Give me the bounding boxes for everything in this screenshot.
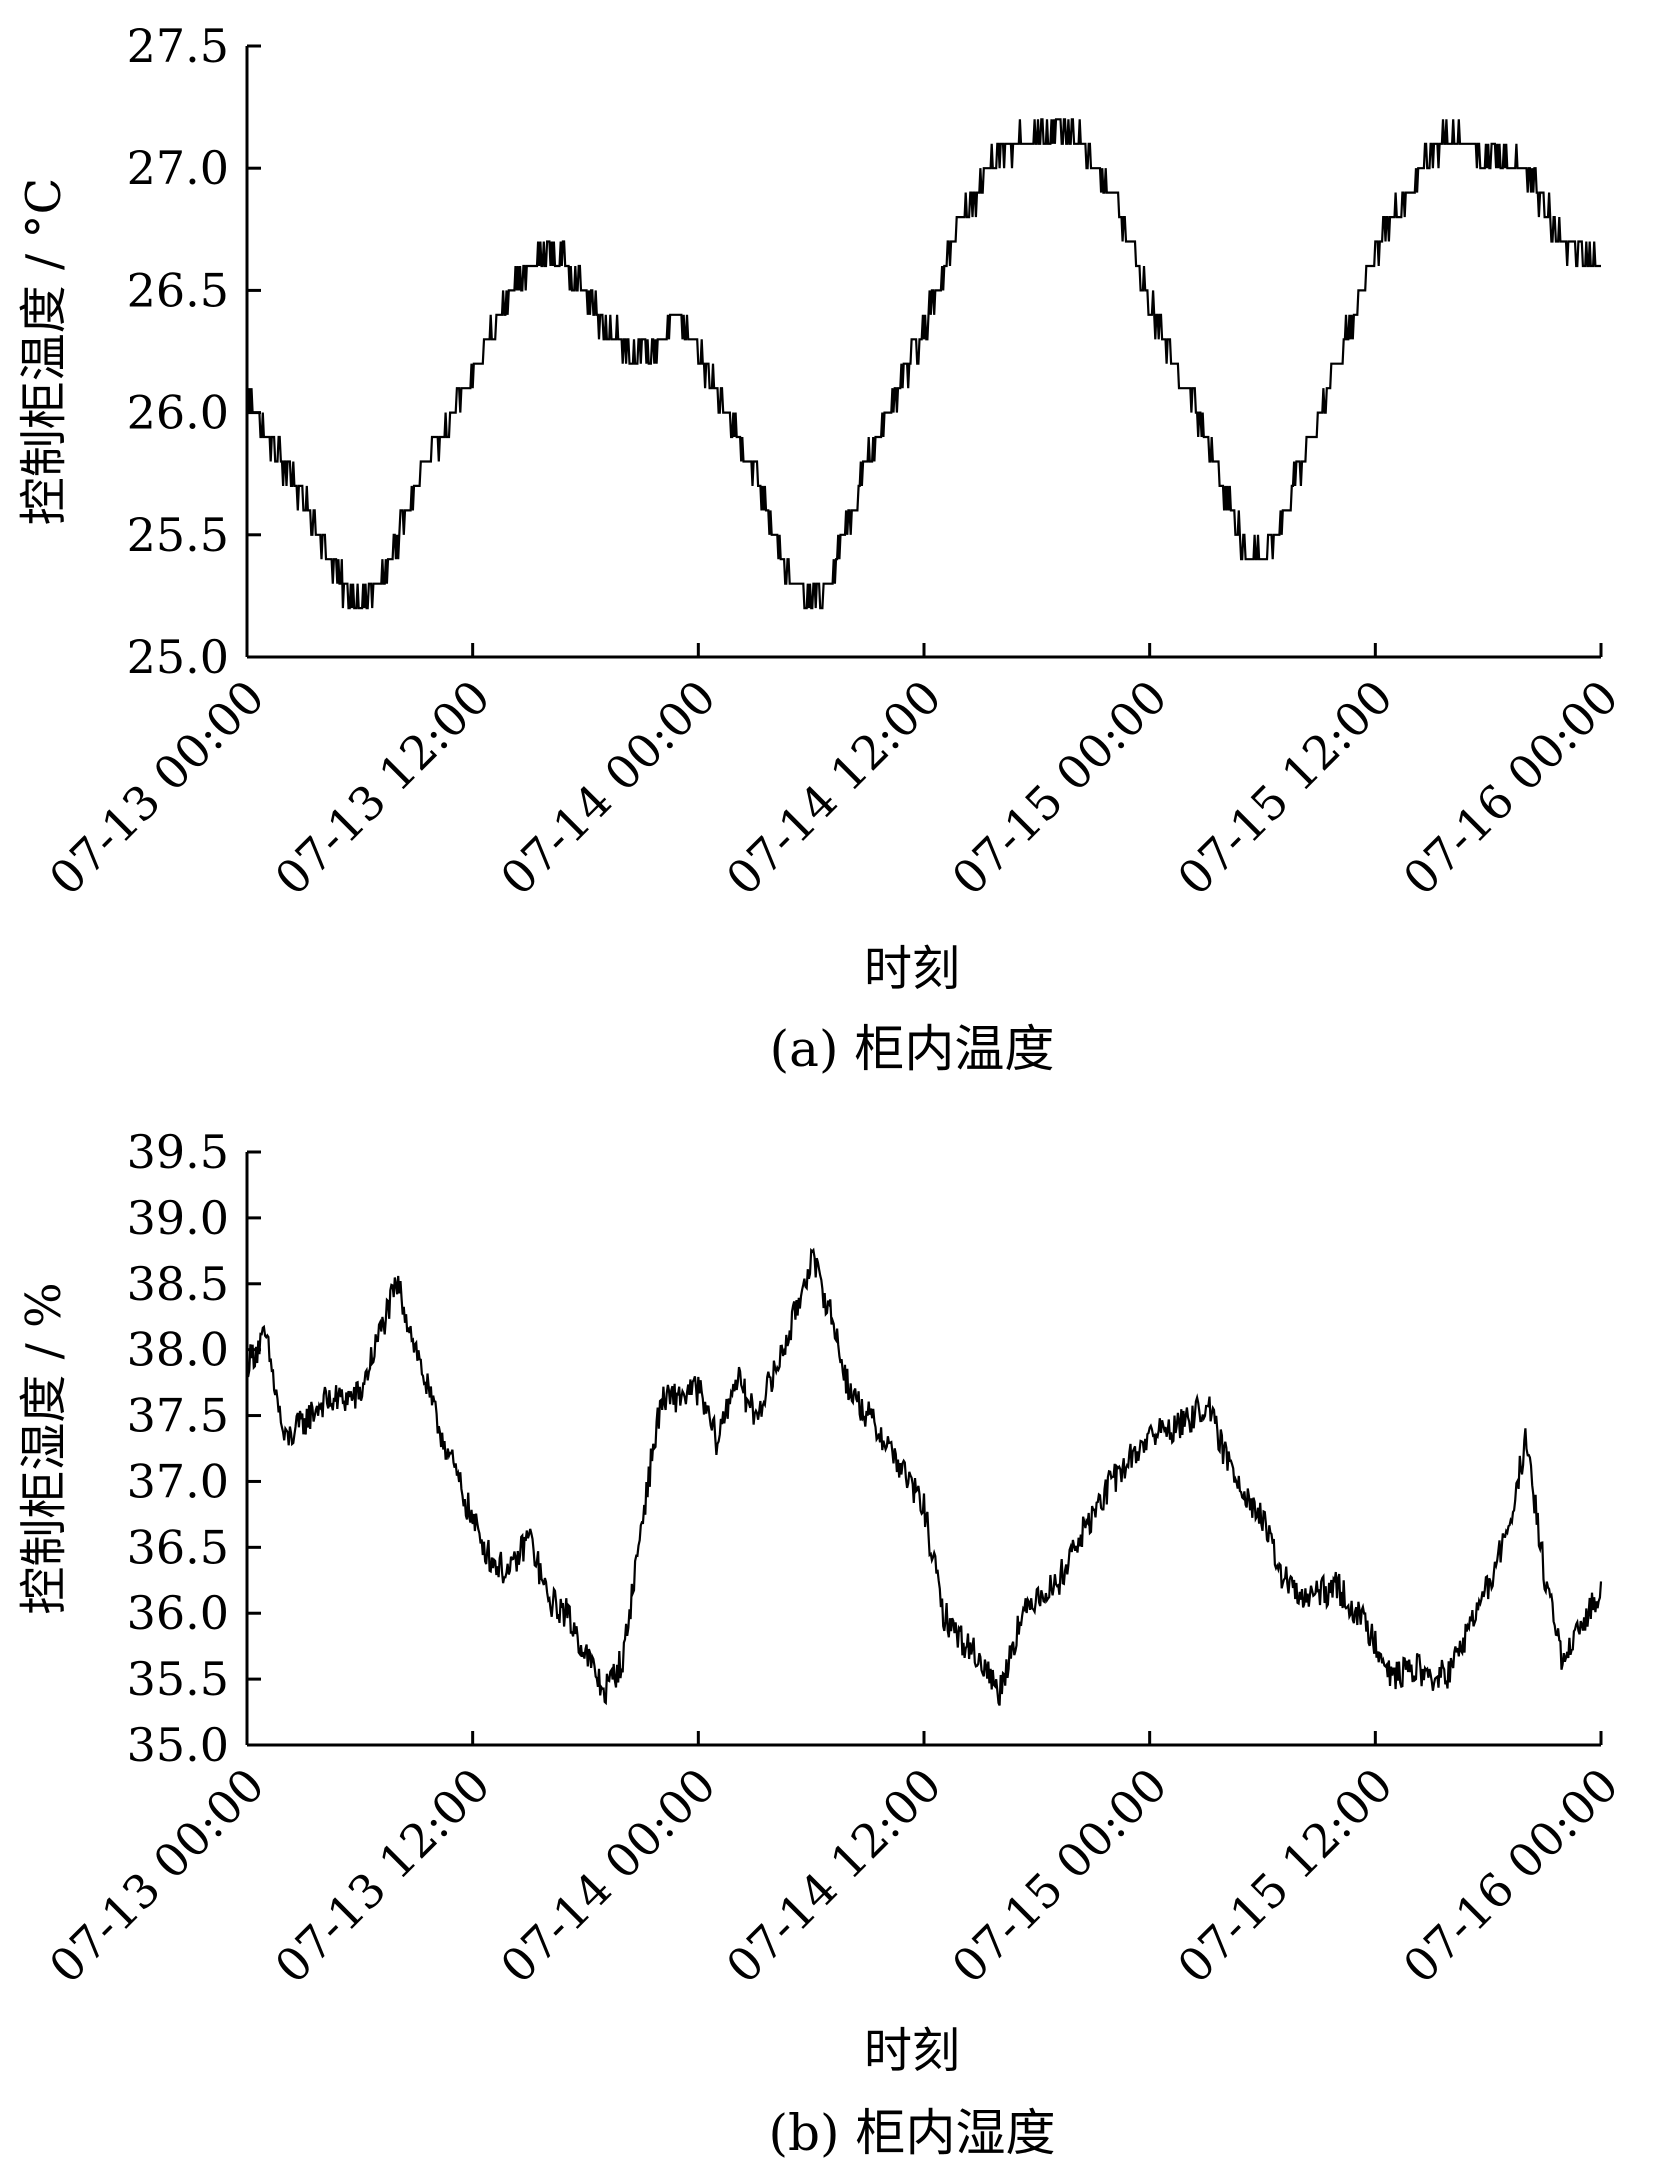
y-tick-label: 26.5: [127, 263, 229, 317]
series-line: [245, 118, 1601, 610]
x-axis-title: 时刻: [864, 2023, 960, 2079]
y-tick-label: 25.0: [127, 630, 229, 684]
y-tick-label: 35.0: [127, 1718, 229, 1772]
y-axis-title: 控制柜温度 / °C: [16, 178, 72, 525]
x-tick-label: 07-15 00:00: [941, 670, 1177, 906]
y-tick-label: 27.0: [127, 141, 229, 195]
y-tick-label: 35.5: [127, 1652, 229, 1706]
x-tick-label: 07-13 00:00: [39, 670, 275, 906]
y-tick-label: 37.5: [127, 1389, 229, 1443]
y-tick-label: 39.5: [127, 1125, 229, 1179]
y-tick-label: 36.0: [127, 1586, 229, 1640]
y-tick-label: 25.5: [127, 508, 229, 562]
x-tick-label: 07-15 12:00: [1167, 670, 1403, 906]
x-tick-label: 07-15 00:00: [941, 1758, 1177, 1994]
x-tick-label: 07-16 00:00: [1393, 1758, 1629, 1994]
y-tick-label: 27.5: [127, 19, 229, 73]
x-axis-title: 时刻: [864, 941, 960, 997]
x-tick-label: 07-16 00:00: [1393, 670, 1629, 906]
x-tick-label: 07-14 00:00: [490, 670, 726, 906]
chart-caption: (b) 柜内湿度: [769, 2104, 1056, 2162]
x-tick-label: 07-14 12:00: [716, 1758, 952, 1994]
x-tick-label: 07-14 00:00: [490, 1758, 726, 1994]
y-tick-label: 38.5: [127, 1257, 229, 1311]
x-tick-label: 07-13 00:00: [39, 1758, 275, 1994]
y-tick-label: 38.0: [127, 1323, 229, 1377]
y-tick-label: 39.0: [127, 1191, 229, 1245]
series-line: [245, 1247, 1603, 1706]
y-tick-label: 26.0: [127, 386, 229, 440]
y-tick-label: 37.0: [127, 1454, 229, 1508]
x-tick-label: 07-13 12:00: [264, 1758, 500, 1994]
x-tick-label: 07-15 12:00: [1167, 1758, 1403, 1994]
x-tick-label: 07-14 12:00: [716, 670, 952, 906]
chart-caption: (a) 柜内温度: [770, 1020, 1055, 1078]
y-axis-title: 控制柜湿度 / %: [16, 1282, 72, 1614]
temperature-chart: 25.0 25.5 26.0 26.5 27.0 27.5 07-13 00:0007-13…: [16, 19, 1629, 1078]
y-tick-label: 36.5: [127, 1520, 229, 1574]
humidity-chart: 35.0 35.5 36.0 36.5 37.0 37.5 38.0 38.5 39.0 39.5…: [16, 1125, 1629, 2162]
x-tick-label: 07-13 12:00: [264, 670, 500, 906]
